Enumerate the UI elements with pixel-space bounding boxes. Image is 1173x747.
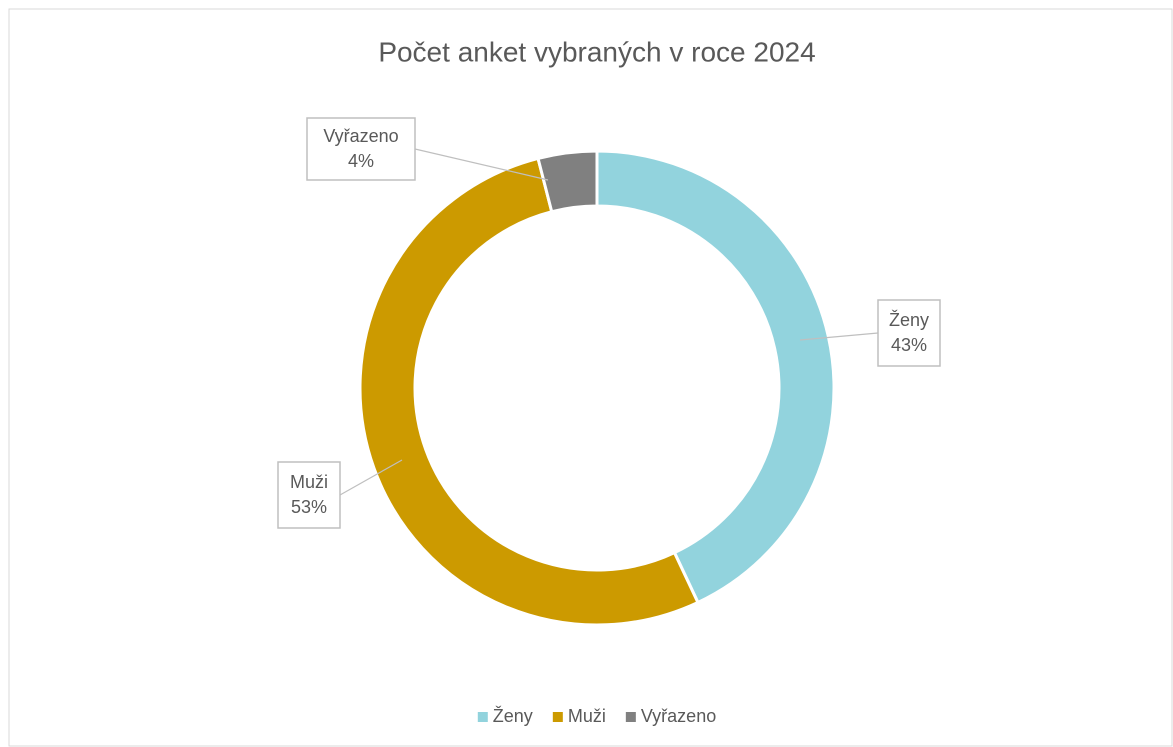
donut-segment bbox=[358, 156, 700, 627]
data-label-value: 53% bbox=[291, 497, 327, 517]
data-label-name: Ženy bbox=[889, 310, 929, 330]
label-box bbox=[306, 117, 416, 181]
chart-title: Počet anket vybraných v roce 2024 bbox=[378, 36, 815, 67]
leader-line bbox=[414, 148, 549, 181]
label-box bbox=[877, 299, 941, 367]
leader-line bbox=[339, 459, 403, 496]
donut-segment bbox=[595, 149, 836, 605]
leader-line bbox=[799, 332, 879, 341]
legend-swatch bbox=[477, 712, 488, 722]
legend-label: Ženy bbox=[493, 706, 533, 726]
data-label-name: Muži bbox=[290, 472, 328, 492]
legend-swatch bbox=[625, 712, 636, 722]
legend-label: Muži bbox=[568, 706, 606, 726]
legend-label: Vyřazeno bbox=[641, 706, 716, 726]
data-label-value: 4% bbox=[348, 151, 374, 171]
data-label-name: Vyřazeno bbox=[323, 126, 398, 146]
data-label-value: 43% bbox=[891, 335, 927, 355]
chart-border bbox=[8, 8, 1173, 747]
donut-segment bbox=[536, 149, 599, 214]
label-box bbox=[277, 461, 341, 529]
legend: Ženy Muži Vyřazeno bbox=[477, 706, 716, 726]
legend-swatch bbox=[552, 712, 563, 722]
